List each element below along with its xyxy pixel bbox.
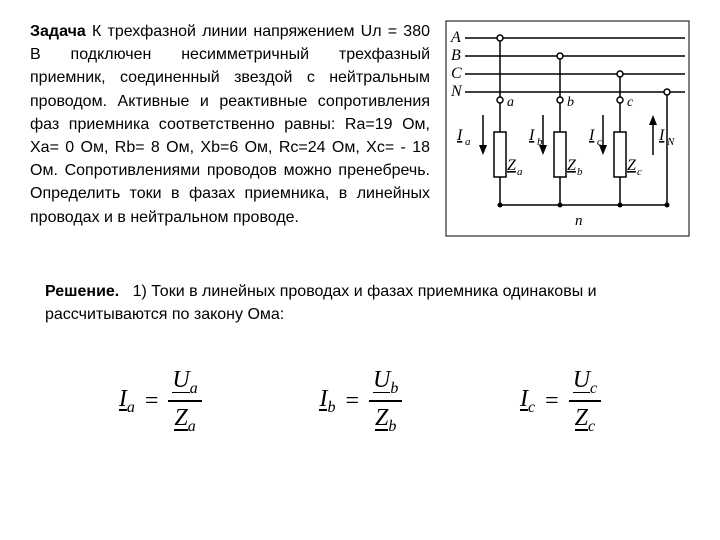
problem-body: К трехфазной линии напряжением Uл = 380 … <box>30 23 430 226</box>
formula-ic: Ic = Uc Zc <box>520 366 601 435</box>
solution-label: Решение. <box>45 283 119 300</box>
problem-statement: Задача К трехфазной линии напряжением Uл… <box>30 20 430 245</box>
svg-text:b: b <box>537 136 543 148</box>
problem-label: Задача <box>30 23 86 40</box>
line-b-label: B <box>451 47 461 64</box>
line-c-label: C <box>451 65 462 82</box>
solution-text: Решение. 1) Токи в линейных проводах и ф… <box>30 280 690 326</box>
formula-ia: Ia = Ua Za <box>119 366 202 435</box>
impedance-zb-label: Z <box>567 157 577 174</box>
impedance-za-label: Z <box>507 157 517 174</box>
node-b-label: b <box>567 95 574 110</box>
svg-text:b: b <box>577 166 583 178</box>
line-a-label: A <box>450 29 461 46</box>
current-ia-label: I <box>456 127 463 144</box>
current-ib-label: I <box>528 127 535 144</box>
svg-text:c: c <box>637 166 642 178</box>
solution-body: 1) Токи в линейных проводах и фазах прие… <box>45 283 597 323</box>
node-a-label: a <box>507 95 514 110</box>
circuit-diagram: A B C N a b c <box>445 20 690 245</box>
impedance-zc-label: Z <box>627 157 637 174</box>
current-ic-label: I <box>588 127 595 144</box>
current-in-label: I <box>658 127 665 144</box>
node-n-label: n <box>575 213 583 229</box>
formula-ib: Ib = Ub Zb <box>319 366 402 435</box>
node-c-label: c <box>627 95 634 110</box>
svg-text:a: a <box>517 166 523 178</box>
svg-text:N: N <box>666 136 675 148</box>
formulas-row: Ia = Ua Za Ib = Ub Zb Ic = Uc Zc <box>30 366 690 435</box>
line-n-label: N <box>450 83 463 100</box>
svg-text:a: a <box>465 136 471 148</box>
svg-text:c: c <box>597 136 602 148</box>
